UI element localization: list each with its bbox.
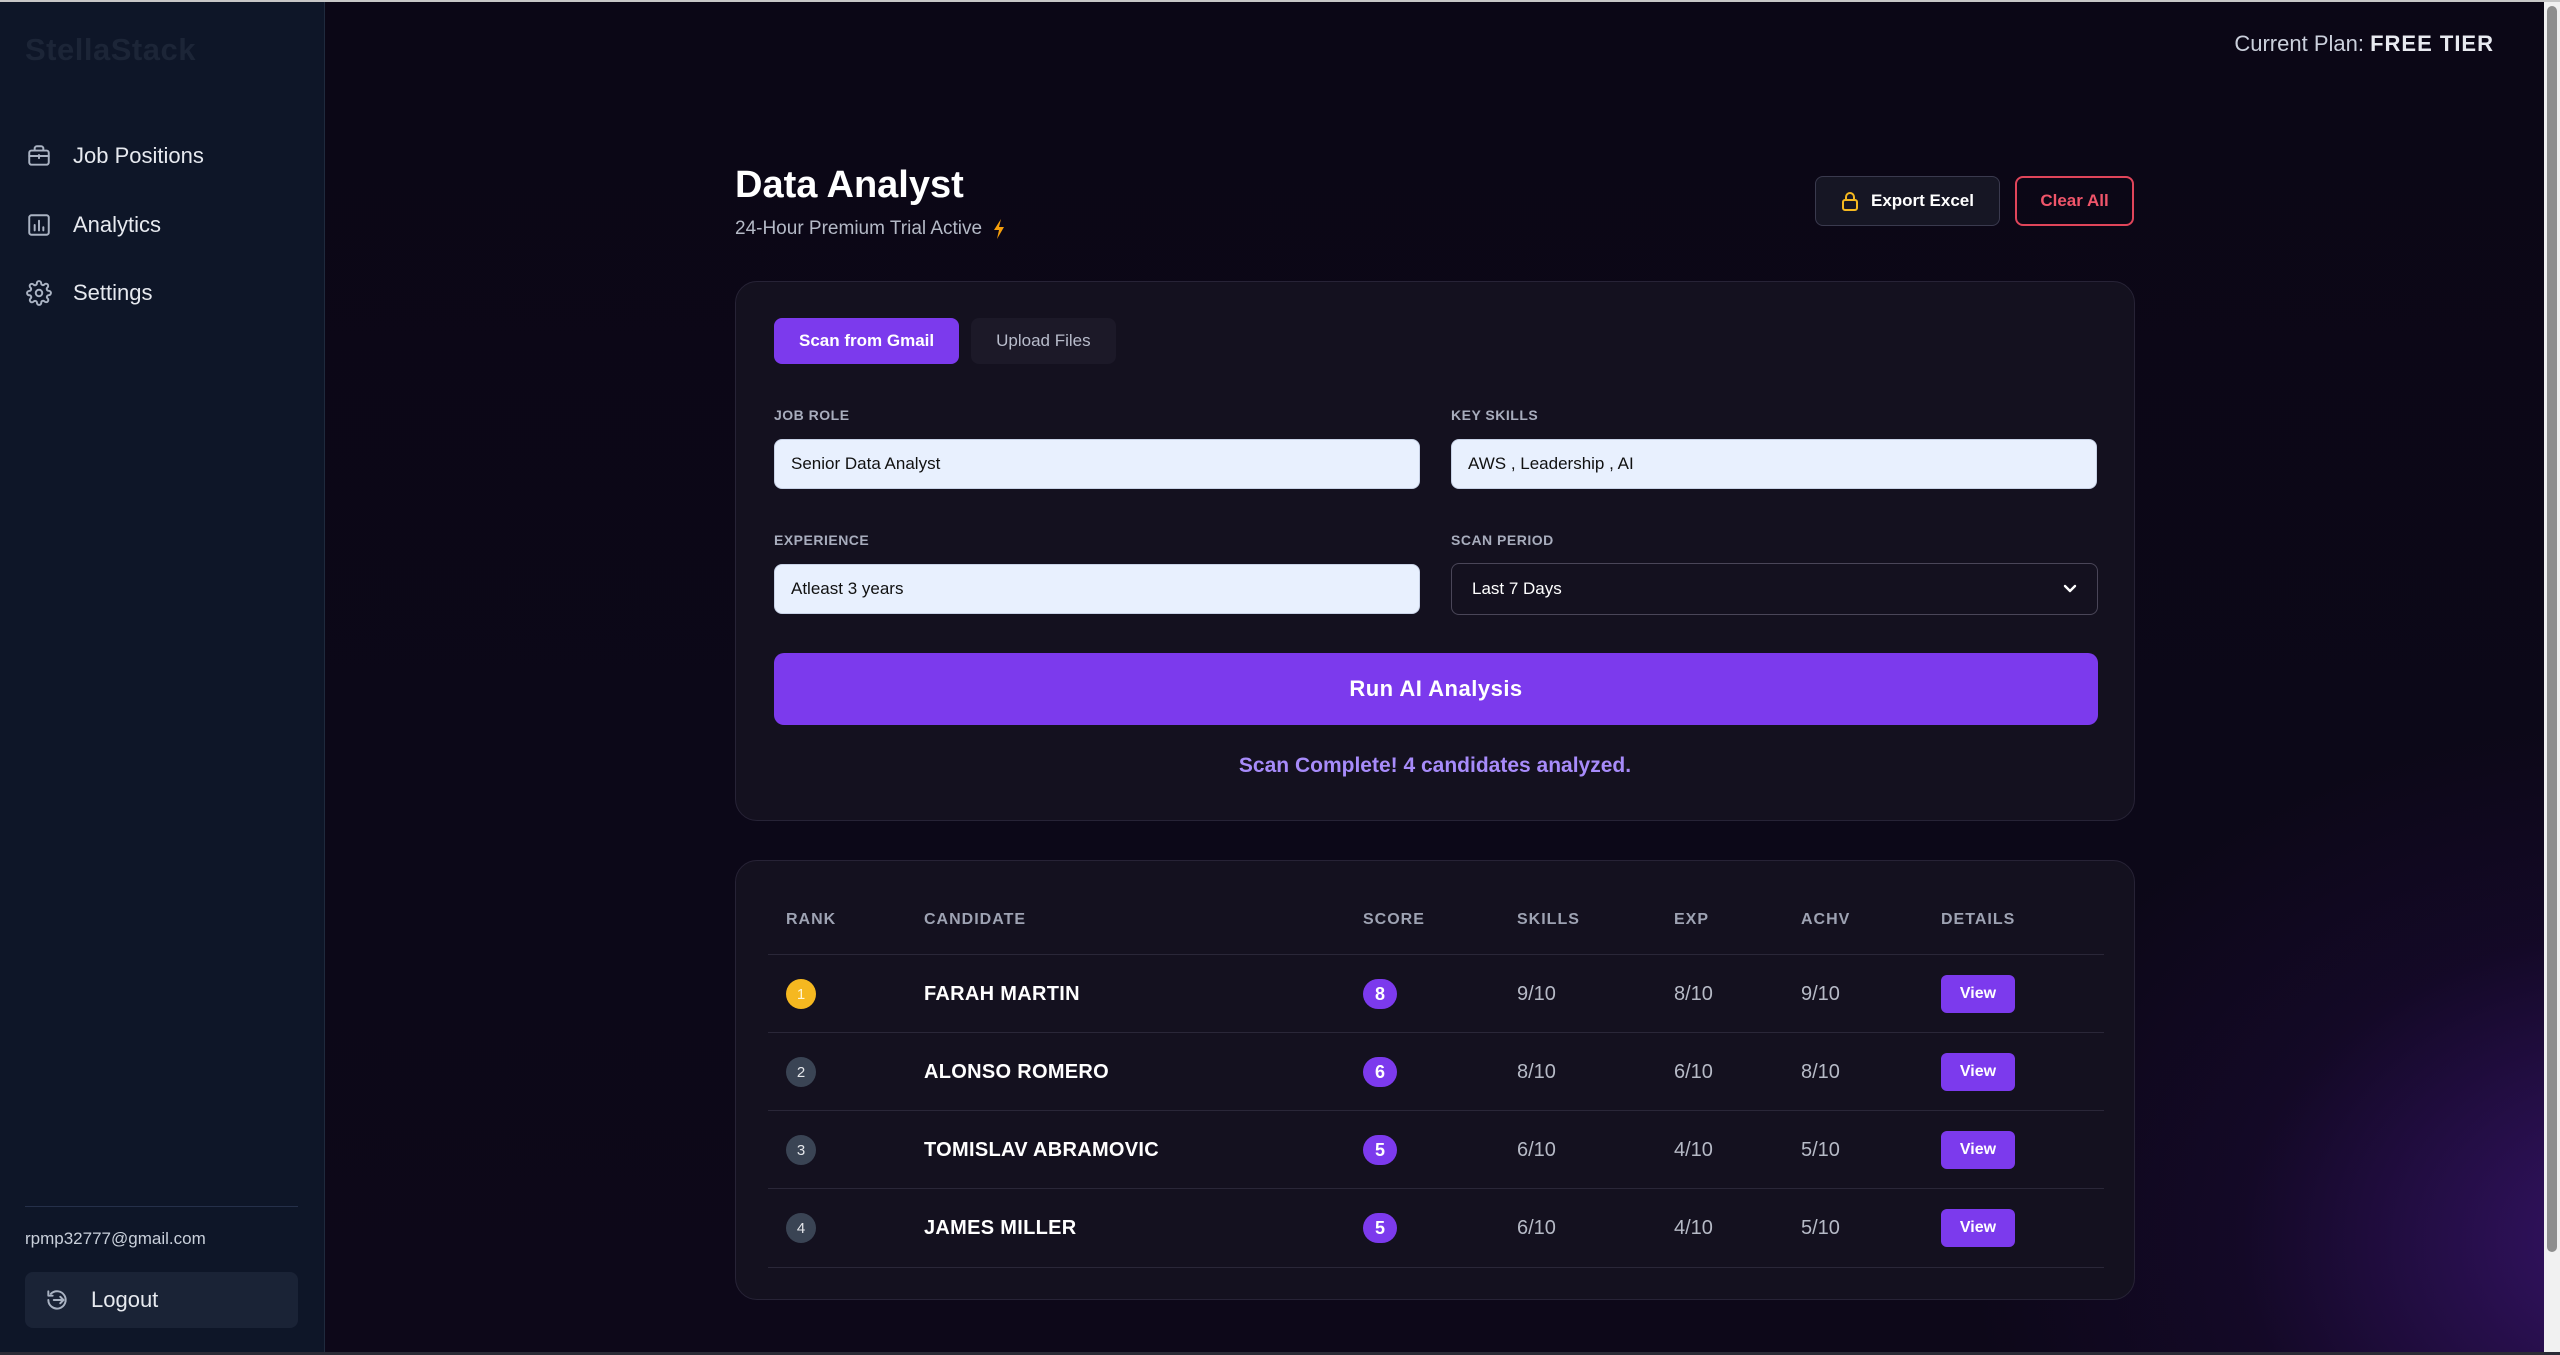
scan-status-message: Scan Complete! 4 candidates analyzed. xyxy=(1238,754,1632,777)
job-role-label: JOB ROLE xyxy=(774,407,850,423)
table-row: 4 JAMES MILLER 5 6/10 4/10 5/10 View xyxy=(768,1188,2104,1268)
sidebar-divider xyxy=(25,1206,298,1207)
sidebar-item-analytics[interactable]: Analytics xyxy=(25,197,295,253)
app-logo[interactable]: StellaStack xyxy=(25,32,196,67)
window-top-border xyxy=(0,0,2560,2)
rank-badge: 1 xyxy=(786,979,816,1009)
sidebar-item-settings[interactable]: Settings xyxy=(25,265,295,321)
candidate-name: TOMISLAV ABRAMOVIC xyxy=(924,1138,1160,1161)
results-card: RANK CANDIDATE SCORE SKILLS EXP ACHV DET… xyxy=(735,860,2135,1300)
tab-scan-from-gmail[interactable]: Scan from Gmail xyxy=(774,318,960,364)
rank-badge: 2 xyxy=(786,1057,816,1087)
logout-button[interactable]: Logout xyxy=(25,1272,298,1328)
column-header-achv: ACHV xyxy=(1801,911,1851,928)
candidate-name: JAMES MILLER xyxy=(924,1216,1077,1239)
exp-score: 4/10 xyxy=(1674,1216,1713,1239)
table-row: 1 FARAH MARTIN 8 9/10 8/10 9/10 View xyxy=(768,954,2104,1033)
page-scrollbar[interactable] xyxy=(2544,2,2560,1352)
score-badge: 5 xyxy=(1363,1213,1397,1243)
sidebar-item-job-positions[interactable]: Job Positions xyxy=(25,128,295,184)
sidebar-item-label: Analytics xyxy=(73,212,162,237)
window-bottom-border xyxy=(0,1352,2560,1355)
achv-score: 5/10 xyxy=(1801,1138,1840,1161)
scan-period-value: Last 7 Days xyxy=(1472,579,1562,598)
run-ai-analysis-button[interactable]: Run AI Analysis xyxy=(774,653,2098,725)
bar-chart-icon xyxy=(25,211,53,239)
achv-score: 5/10 xyxy=(1801,1216,1840,1239)
column-header-candidate: CANDIDATE xyxy=(924,911,1027,928)
plan-name: FREE TIER xyxy=(2370,31,2494,56)
skills-score: 6/10 xyxy=(1517,1138,1556,1161)
candidate-name: FARAH MARTIN xyxy=(924,982,1080,1005)
trial-status: 24-Hour Premium Trial Active xyxy=(735,218,1006,240)
scan-period-select[interactable]: Last 7 Days xyxy=(1451,563,2098,615)
column-header-exp: EXP xyxy=(1674,911,1710,928)
exp-score: 4/10 xyxy=(1674,1138,1713,1161)
skills-score: 6/10 xyxy=(1517,1216,1556,1239)
score-badge: 5 xyxy=(1363,1135,1397,1165)
candidate-name: ALONSO ROMERO xyxy=(924,1060,1110,1083)
tab-upload-files[interactable]: Upload Files xyxy=(971,318,1116,364)
table-row: 2 ALONSO ROMERO 6 8/10 6/10 8/10 View xyxy=(768,1032,2104,1111)
source-tabs: Scan from Gmail Upload Files xyxy=(774,318,1116,364)
table-row: 3 TOMISLAV ABRAMOVIC 5 6/10 4/10 5/10 Vi… xyxy=(768,1110,2104,1189)
view-details-button[interactable]: View xyxy=(1941,1053,2015,1091)
logout-label: Logout xyxy=(91,1287,159,1312)
skills-score: 8/10 xyxy=(1517,1060,1556,1083)
table-header: RANK CANDIDATE SCORE SKILLS EXP ACHV DET… xyxy=(768,911,2104,951)
view-details-button[interactable]: View xyxy=(1941,1131,2015,1169)
clear-all-button[interactable]: Clear All xyxy=(2015,176,2134,226)
chevron-down-icon xyxy=(2063,584,2077,593)
experience-input[interactable]: Atleast 3 years xyxy=(774,564,1420,614)
skills-score: 9/10 xyxy=(1517,982,1556,1005)
experience-label: EXPERIENCE xyxy=(774,532,870,548)
view-details-button[interactable]: View xyxy=(1941,975,2015,1013)
key-skills-input[interactable]: AWS , Leadership , AI xyxy=(1451,439,2097,489)
rank-badge: 3 xyxy=(786,1135,816,1165)
achv-score: 8/10 xyxy=(1801,1060,1840,1083)
scan-form-card: Scan from Gmail Upload Files JOB ROLE Se… xyxy=(735,281,2135,821)
exp-score: 6/10 xyxy=(1674,1060,1713,1083)
exp-score: 8/10 xyxy=(1674,982,1713,1005)
export-excel-label: Export Excel xyxy=(1871,191,1974,210)
sidebar: StellaStack Job Positions Analytics Sett… xyxy=(0,2,325,1352)
briefcase-icon xyxy=(25,142,53,170)
logout-icon xyxy=(43,1286,71,1314)
score-badge: 6 xyxy=(1363,1057,1397,1087)
sidebar-item-label: Settings xyxy=(73,280,153,305)
page-title: Data Analyst xyxy=(735,164,964,206)
column-header-score: SCORE xyxy=(1363,911,1425,928)
column-header-skills: SKILLS xyxy=(1517,911,1580,928)
scan-period-label: SCAN PERIOD xyxy=(1451,532,1554,548)
plan-prefix: Current Plan: xyxy=(2234,31,2364,56)
column-header-rank: RANK xyxy=(786,911,837,928)
gear-icon xyxy=(25,279,53,307)
column-header-details: DETAILS xyxy=(1941,911,2016,928)
rank-badge: 4 xyxy=(786,1213,816,1243)
view-details-button[interactable]: View xyxy=(1941,1209,2015,1247)
achv-score: 9/10 xyxy=(1801,982,1840,1005)
trial-status-text: 24-Hour Premium Trial Active xyxy=(735,218,983,239)
score-badge: 8 xyxy=(1363,979,1397,1009)
scrollbar-thumb[interactable] xyxy=(2547,6,2557,1252)
current-plan: Current Plan: FREE TIER xyxy=(2234,31,2494,57)
lightning-icon xyxy=(994,219,1005,239)
user-email: rpmp32777@gmail.com xyxy=(25,1229,206,1248)
export-excel-button[interactable]: Export Excel xyxy=(1815,176,2000,226)
job-role-input[interactable]: Senior Data Analyst xyxy=(774,439,1420,489)
sidebar-item-label: Job Positions xyxy=(73,143,204,168)
key-skills-label: KEY SKILLS xyxy=(1451,407,1539,423)
lock-icon xyxy=(1842,192,1858,211)
